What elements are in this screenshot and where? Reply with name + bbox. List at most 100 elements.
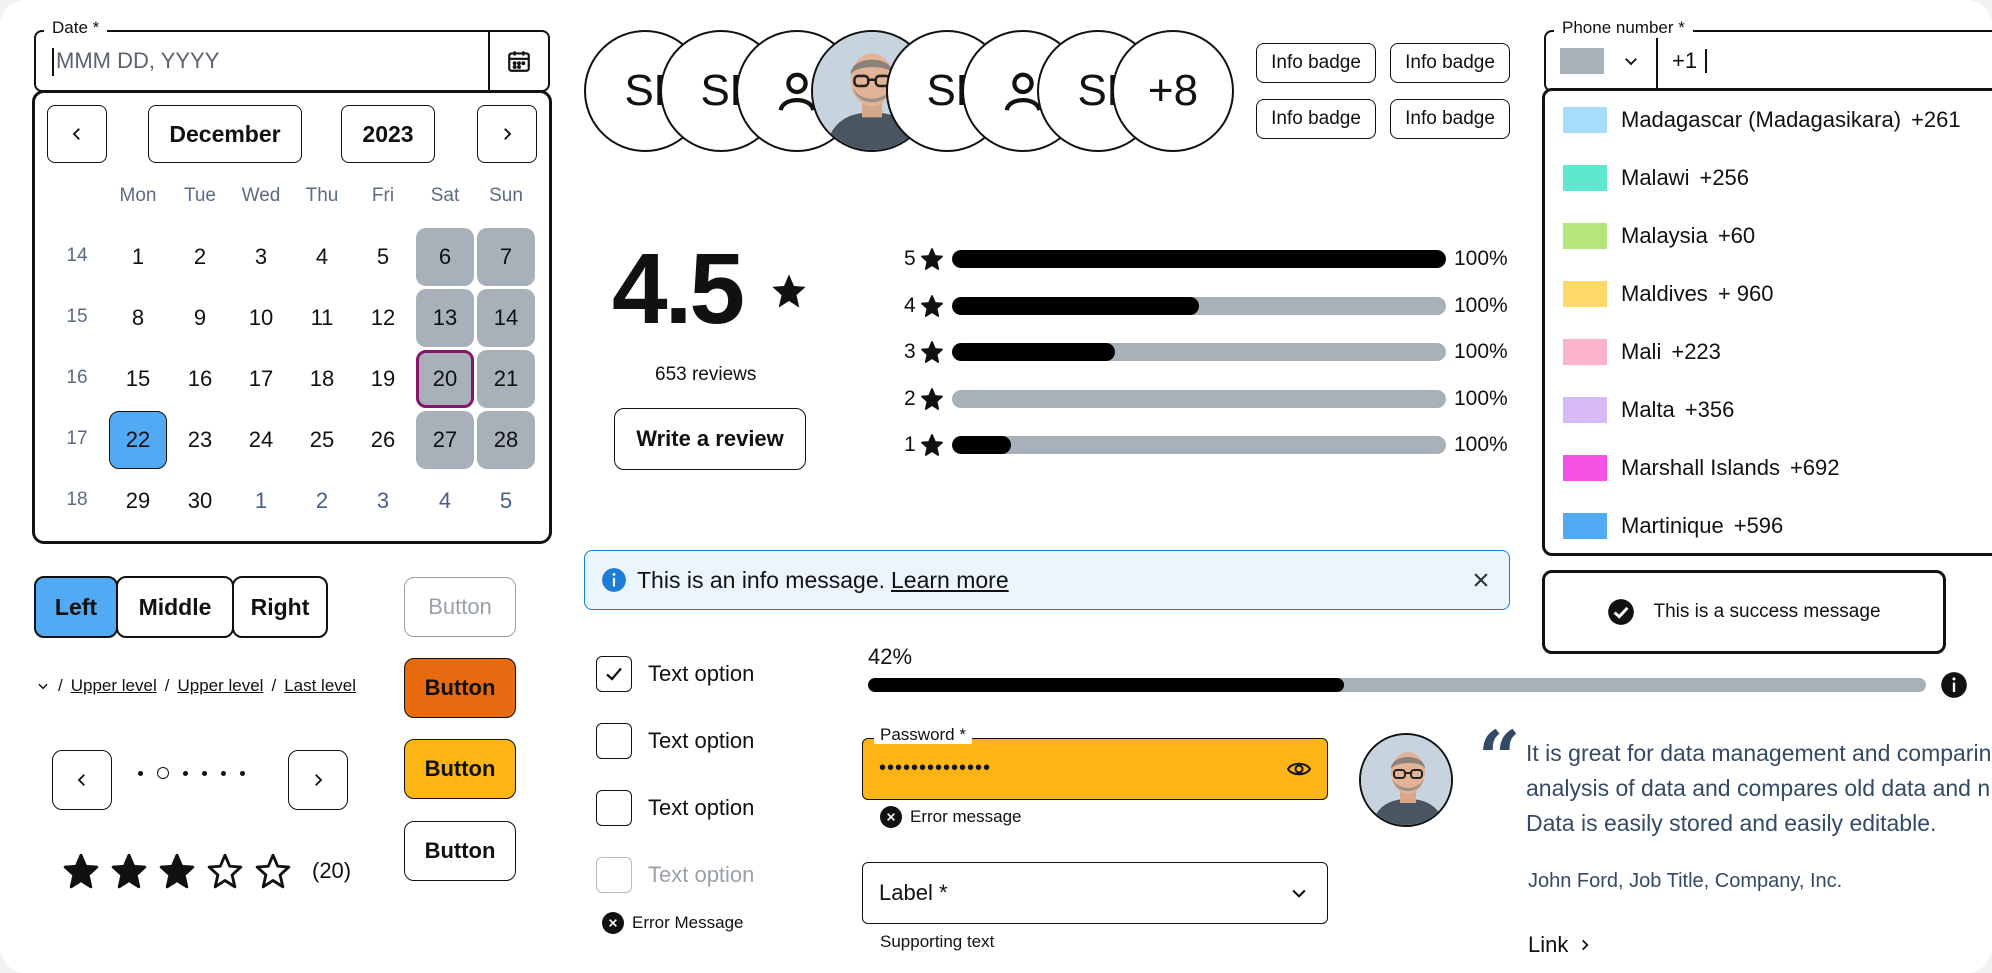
calendar-day[interactable]: 16 [187,366,213,391]
date-input[interactable]: MMM DD, YYYY [34,30,550,92]
avatar-overflow[interactable]: +8 [1112,30,1234,152]
calendar-day[interactable]: 21 [477,350,535,408]
pagination-dot[interactable] [202,770,207,776]
disabled-button[interactable]: Button [404,577,516,637]
pagination-dot[interactable] [221,770,226,776]
star-outline-icon[interactable] [206,852,244,890]
pagination-next-button[interactable] [288,750,348,810]
breadcrumb-link[interactable]: Upper level [177,676,264,695]
checkbox[interactable] [596,723,632,759]
year-select[interactable]: 2023 [341,105,435,163]
phone-input[interactable]: +1 [1544,30,1992,92]
star-filled-icon[interactable] [110,852,148,890]
calendar-day[interactable]: 10 [248,305,274,330]
country-code-select[interactable] [1546,32,1658,90]
country-option[interactable]: Mali +223 [1563,339,1721,365]
star-outline-icon[interactable] [254,852,292,890]
label-select[interactable]: Label * [862,862,1328,924]
star-filled-icon [921,341,943,363]
country-option[interactable]: Martinique +596 [1563,513,1783,539]
close-icon[interactable] [1471,570,1491,590]
eye-icon[interactable] [1285,757,1313,781]
calendar-day[interactable]: 23 [187,427,213,452]
calendar-day[interactable]: 8 [131,305,145,330]
pagination-dot-active[interactable] [157,767,169,779]
country-option[interactable]: Madagascar (Madagasikara) +261 [1563,107,1961,133]
segment-right[interactable]: Right [232,576,328,638]
primary-button[interactable]: Button [404,658,516,718]
calendar-day[interactable]: 1 [131,244,145,269]
calendar-day[interactable]: 2 [193,244,207,269]
calendar-day[interactable]: 3 [254,244,268,269]
calendar-day[interactable]: 14 [477,289,535,347]
segment-middle[interactable]: Middle [116,576,234,638]
country-option[interactable]: Maldives + 960 [1563,281,1773,307]
calendar-day[interactable]: 15 [125,366,151,391]
checkbox[interactable] [596,790,632,826]
calendar-day[interactable]: 5 [376,244,390,269]
calendar-day[interactable]: 18 [309,366,335,391]
password-field[interactable]: •••••••••••••• [862,738,1328,800]
calendar-day[interactable]: 2 [315,488,329,513]
calendar-day[interactable]: 29 [125,488,151,513]
checkbox-option[interactable]: Text option [596,723,754,759]
calendar-day[interactable]: 24 [248,427,274,452]
outline-button[interactable]: Button [404,821,516,881]
prev-month-button[interactable] [47,105,107,163]
checkbox-option[interactable]: Text option [596,857,754,893]
rating-bar-fill [952,436,1012,454]
calendar-day[interactable]: 25 [309,427,335,452]
chevron-down-icon[interactable] [36,679,50,693]
calendar-day[interactable]: 4 [438,488,452,513]
month-select[interactable]: December [148,105,302,163]
calendar-day[interactable]: 9 [193,305,207,330]
country-option[interactable]: Malawi +256 [1563,165,1749,191]
checkbox-option[interactable]: Text option [596,790,754,826]
supporting-text: Supporting text [880,932,995,951]
country-option[interactable]: Malta +356 [1563,397,1734,423]
calendar-day[interactable]: 12 [370,305,396,330]
link-text[interactable]: Link [1528,932,1569,957]
calendar-day[interactable]: 28 [477,411,535,469]
pagination-dot[interactable] [138,770,143,776]
secondary-button[interactable]: Button [404,739,516,799]
pagination-prev-button[interactable] [52,750,112,810]
write-review-button[interactable]: Write a review [614,408,806,470]
password-error-text: Error message [910,807,1022,826]
calendar-day[interactable]: 19 [370,366,396,391]
pagination-dot[interactable] [240,770,245,776]
country-option[interactable]: Marshall Islands +692 [1563,455,1840,481]
calendar-day[interactable]: 17 [248,366,274,391]
breadcrumb-current[interactable]: Last level [284,676,357,695]
info-icon[interactable] [1940,671,1968,699]
star-filled-icon[interactable] [158,852,196,890]
checkbox-option[interactable]: Text option [596,656,754,692]
calendar-day[interactable]: 1 [254,488,268,513]
checkbox-checked[interactable] [596,656,632,692]
calendar-day-today[interactable]: 20 [416,350,474,408]
checkbox[interactable] [596,857,632,893]
learn-more-link[interactable]: Learn more [891,566,1009,593]
calendar-day[interactable]: 5 [499,488,513,513]
calendar-day[interactable]: 26 [370,427,396,452]
breadcrumb-link[interactable]: Upper level [70,676,157,695]
calendar-day[interactable]: 3 [376,488,390,513]
next-month-button[interactable] [477,105,537,163]
calendar-day[interactable]: 11 [310,305,334,330]
calendar-button[interactable] [488,32,548,90]
calendar-day[interactable]: 7 [477,228,535,286]
segment-left[interactable]: Left [34,576,118,638]
pagination-dot[interactable] [183,770,188,776]
calendar-day[interactable]: 27 [416,411,474,469]
person-icon [778,72,816,111]
testimonial-link[interactable]: Link [1528,932,1592,958]
star-filled-icon[interactable] [62,852,100,890]
country-code: +692 [1789,455,1840,480]
country-option[interactable]: Malaysia +60 [1563,223,1755,249]
calendar-day[interactable]: 6 [416,228,474,286]
calendar-day[interactable]: 30 [187,488,213,513]
calendar-icon [508,51,530,72]
calendar-day[interactable]: 13 [416,289,474,347]
calendar-day[interactable]: 4 [315,244,329,269]
calendar-day-selected[interactable]: 22 [109,411,167,469]
